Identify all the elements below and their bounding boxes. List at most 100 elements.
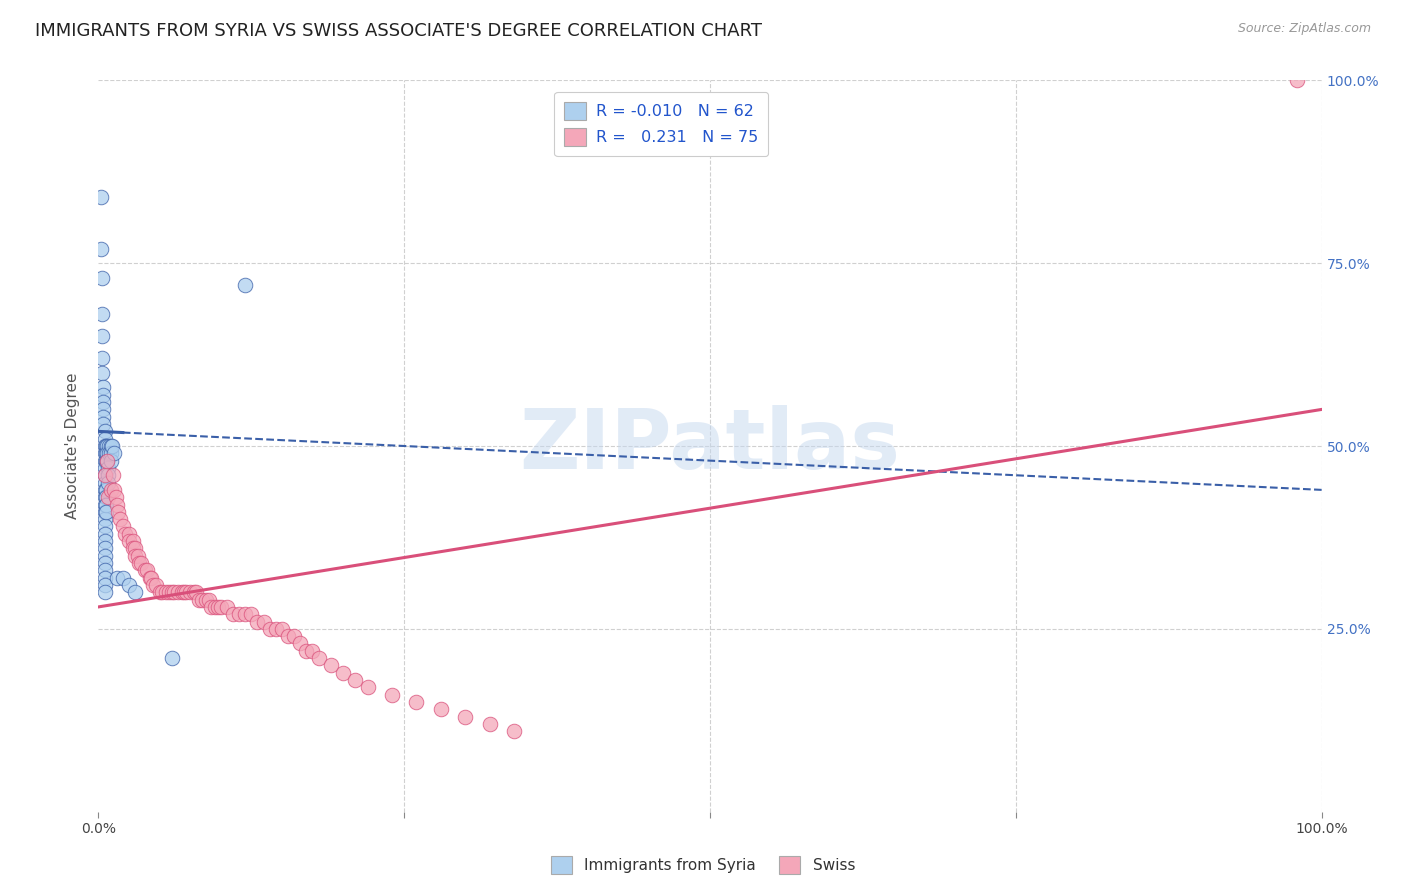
Point [103, 446, 125, 460]
Point [91, 417, 114, 431]
Point [270, 622, 294, 636]
Point [105, 571, 128, 585]
Point [101, 468, 124, 483]
Point [94, 439, 117, 453]
Point [93, 541, 115, 556]
Point [246, 615, 269, 629]
Point [121, 541, 143, 556]
Point [93, 425, 115, 439]
Point [264, 622, 287, 636]
Point [204, 599, 226, 614]
Point [319, 658, 342, 673]
Point [90, 242, 112, 256]
Point [93, 490, 115, 504]
Point [142, 578, 165, 592]
Point [91, 395, 114, 409]
Point [179, 585, 201, 599]
Point [183, 585, 205, 599]
Point [381, 688, 404, 702]
Point [233, 278, 256, 293]
Point [150, 585, 173, 599]
Point [97, 461, 120, 475]
Point [93, 483, 115, 497]
Point [93, 563, 115, 577]
Point [93, 446, 115, 460]
Point [93, 556, 115, 570]
Point [96, 446, 118, 460]
Point [91, 409, 114, 424]
Point [97, 490, 120, 504]
Point [93, 432, 115, 446]
Point [503, 724, 526, 739]
Point [100, 446, 122, 460]
Point [94, 490, 117, 504]
Point [187, 592, 209, 607]
Point [405, 695, 427, 709]
Point [93, 571, 115, 585]
Point [173, 585, 195, 599]
Point [167, 585, 190, 599]
Point [207, 599, 229, 614]
Point [233, 607, 256, 622]
Point [110, 512, 132, 526]
Point [430, 702, 453, 716]
Point [91, 270, 114, 285]
Point [295, 644, 318, 658]
Point [107, 505, 129, 519]
Point [197, 592, 219, 607]
Point [93, 498, 115, 512]
Point [93, 453, 115, 467]
Text: IMMIGRANTS FROM SYRIA VS SWISS ASSOCIATE'S DEGREE CORRELATION CHART: IMMIGRANTS FROM SYRIA VS SWISS ASSOCIATE… [35, 22, 762, 40]
Point [96, 439, 118, 453]
Point [91, 351, 114, 366]
Point [215, 599, 238, 614]
Point [1286, 73, 1309, 87]
Point [91, 380, 114, 394]
Point [93, 461, 115, 475]
Point [93, 505, 115, 519]
Point [111, 519, 134, 533]
Point [200, 599, 222, 614]
Point [100, 453, 122, 467]
Point [259, 622, 281, 636]
Point [277, 629, 299, 643]
Point [104, 490, 127, 504]
Point [100, 439, 122, 453]
Point [454, 709, 477, 723]
Point [124, 549, 146, 563]
Point [90, 190, 112, 204]
Point [191, 592, 214, 607]
Point [93, 475, 115, 490]
Point [91, 307, 114, 321]
Point [98, 446, 121, 460]
Point [93, 468, 115, 483]
Point [136, 563, 159, 577]
Legend: Immigrants from Syria, Swiss: Immigrants from Syria, Swiss [544, 850, 862, 880]
Point [93, 512, 115, 526]
Point [344, 673, 367, 687]
Point [252, 615, 274, 629]
Point [124, 585, 146, 599]
Point [124, 541, 146, 556]
Point [118, 578, 141, 592]
Point [97, 475, 120, 490]
Point [94, 483, 117, 497]
Point [176, 585, 198, 599]
Point [222, 607, 245, 622]
Point [127, 549, 149, 563]
Point [240, 607, 263, 622]
Point [118, 526, 141, 541]
Point [186, 585, 208, 599]
Text: Source: ZipAtlas.com: Source: ZipAtlas.com [1237, 22, 1371, 36]
Point [98, 439, 121, 453]
Point [163, 585, 186, 599]
Point [93, 519, 115, 533]
Point [93, 526, 115, 541]
Point [283, 629, 305, 643]
Point [308, 651, 330, 665]
Point [478, 717, 501, 731]
Point [139, 571, 162, 585]
Point [157, 585, 180, 599]
Point [128, 556, 150, 570]
Point [290, 636, 312, 650]
